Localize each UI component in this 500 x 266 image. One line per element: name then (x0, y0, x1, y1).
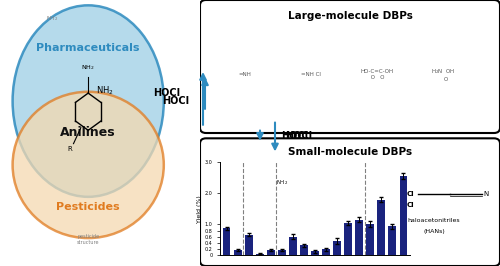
Text: Large-molecule DBPs: Large-molecule DBPs (288, 11, 412, 21)
Ellipse shape (12, 5, 164, 197)
FancyBboxPatch shape (200, 138, 500, 266)
Text: H$_2$N  OH
    O: H$_2$N OH O (431, 67, 455, 82)
Text: NH$_2$: NH$_2$ (276, 178, 288, 187)
Bar (378, 200, 385, 255)
Bar (344, 223, 352, 255)
Text: HOCl: HOCl (153, 88, 180, 98)
Text: Pesticides: Pesticides (56, 202, 120, 213)
Bar (234, 250, 241, 255)
Bar (333, 241, 341, 255)
Bar (400, 176, 407, 255)
Bar (256, 254, 264, 255)
Text: Small-molecule DBPs: Small-molecule DBPs (288, 147, 412, 157)
Bar (366, 224, 374, 255)
Bar (300, 246, 308, 255)
Text: N: N (484, 191, 489, 197)
Y-axis label: Yield (%): Yield (%) (197, 195, 202, 223)
Text: NH$_2$: NH$_2$ (96, 84, 114, 97)
Text: Cl: Cl (406, 202, 414, 208)
Text: NH$_2$: NH$_2$ (46, 14, 58, 23)
Bar (289, 237, 297, 255)
Text: NH$_2$: NH$_2$ (82, 63, 95, 72)
FancyBboxPatch shape (200, 0, 500, 133)
Text: HOCl: HOCl (285, 131, 312, 141)
Text: pesticide
structure: pesticide structure (77, 234, 100, 245)
Bar (322, 250, 330, 255)
Bar (278, 250, 285, 255)
Text: Pharmaceuticals: Pharmaceuticals (36, 43, 140, 53)
Bar (223, 228, 230, 255)
Text: HO-C=C-OH
 O   O: HO-C=C-OH O O (360, 69, 394, 80)
Text: HOCl: HOCl (162, 96, 190, 106)
Text: haloacetonitriles: haloacetonitriles (408, 218, 461, 223)
Bar (267, 250, 274, 255)
Text: HOCl: HOCl (281, 131, 308, 141)
Text: =NH Cl: =NH Cl (301, 72, 321, 77)
Bar (311, 251, 319, 255)
Text: Cl: Cl (406, 191, 414, 197)
Text: =NH: =NH (238, 72, 252, 77)
Bar (356, 220, 363, 255)
Text: (HANs): (HANs) (423, 229, 445, 234)
Bar (388, 226, 396, 255)
Bar (245, 235, 252, 255)
Text: R: R (67, 146, 71, 152)
Ellipse shape (12, 92, 164, 238)
Text: Anilines: Anilines (60, 127, 116, 139)
